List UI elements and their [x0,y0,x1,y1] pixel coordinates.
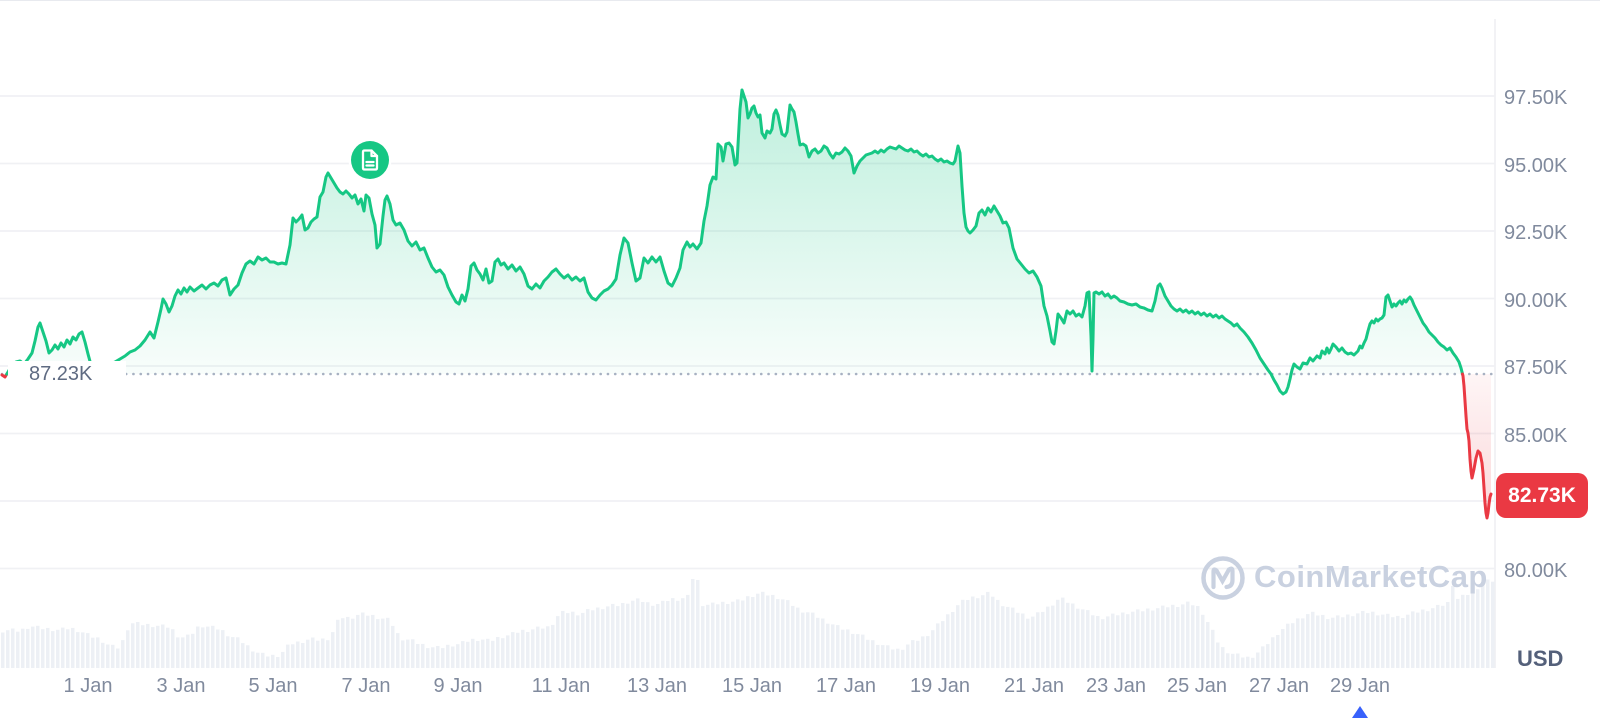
news-marker-circle [351,141,389,179]
timeline-marker-icon[interactable] [1352,706,1368,718]
x-axis-label: 19 Jan [909,675,971,697]
area-fill-up [6,90,1292,394]
currency-unit-label: USD [1517,646,1564,671]
x-axis-label: 11 Jan [531,675,591,697]
baseline-price-label: 87.23K [8,361,126,388]
y-axis-label: 85.00K [1504,424,1568,447]
current-price-badge[interactable]: 82.73K [1496,472,1588,518]
x-axis-label: 27 Jan [1248,675,1310,697]
x-axis-label: 17 Jan [815,675,877,697]
y-axis-label: 95.00K [1504,154,1568,177]
news-marker[interactable] [348,138,392,182]
x-axis-label: 13 Jan [626,675,688,697]
volume-bars [1,579,1495,668]
y-axis-label: 90.00K [1504,289,1568,312]
area-fill-up [1291,295,1463,374]
x-axis-label: 7 Jan [341,675,391,697]
coinmarketcap-watermark-text: CoinMarketCap [1254,559,1488,594]
x-axis-label: 25 Jan [1166,675,1228,697]
x-axis-label: 29 Jan [1329,675,1391,697]
x-axis-label: 23 Jan [1085,675,1147,697]
y-axis-label: 92.50K [1504,222,1568,244]
area-fill-down [1462,374,1491,518]
news-document-icon [361,149,379,171]
x-axis-label: 21 Jan [1003,675,1065,697]
x-axis-label: 9 Jan [433,675,483,697]
y-axis-label: 80.00K [1504,559,1568,582]
y-axis-label: 97.50K [1504,87,1568,109]
price-line-segment-up [5,88,1293,396]
y-axis-label: 87.50K [1504,357,1568,379]
x-axis-label: 15 Jan [721,675,783,697]
price-line-segment-down [1461,372,1493,520]
x-axis-label: 3 Jan [156,675,206,697]
coinmarketcap-logo-icon [1201,556,1245,600]
price-line-segment-up [1289,293,1464,376]
x-axis-label: 5 Jan [248,675,298,697]
x-axis-label: 1 Jan [63,675,113,697]
